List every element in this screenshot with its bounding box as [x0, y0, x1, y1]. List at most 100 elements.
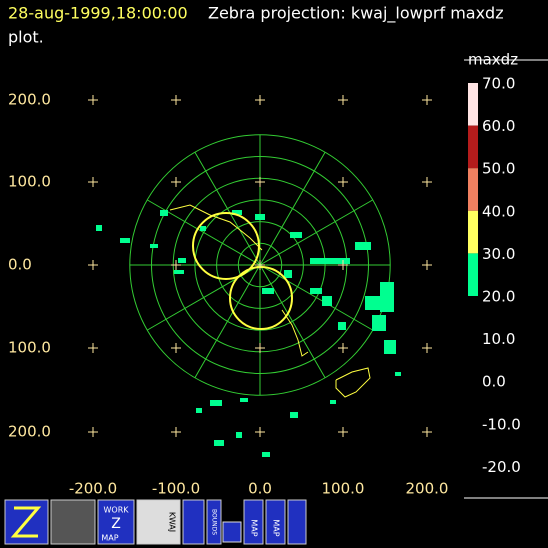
- icon-text: MAP: [272, 519, 281, 536]
- title-cont: plot.: [8, 28, 44, 47]
- echo: [310, 288, 322, 294]
- x-label: -100.0: [152, 480, 200, 498]
- grid-cross: [338, 343, 348, 353]
- toolbar: WORK Z MAP KWAJ BOUNDS MAP MAP: [4, 499, 307, 545]
- icon-text: MAP: [101, 534, 118, 543]
- echo: [210, 400, 222, 406]
- grid-cross: [171, 95, 181, 105]
- colorbar-segment: [468, 125, 478, 169]
- echo: [174, 270, 184, 274]
- echo: [236, 432, 242, 438]
- echo: [160, 210, 168, 216]
- grid-cross: [171, 427, 181, 437]
- colorbar-title: maxdz: [468, 51, 518, 69]
- echo: [200, 226, 206, 231]
- x-label: -200.0: [69, 480, 117, 498]
- grid-cross: [338, 177, 348, 187]
- y-label: 0.0: [8, 256, 32, 274]
- grid-cross: [255, 260, 265, 270]
- colorbar-label: -10.0: [482, 415, 521, 433]
- echo: [365, 296, 383, 310]
- grid-cross: [422, 427, 432, 437]
- x-label: 100.0: [322, 480, 365, 498]
- icon-text: BOUNDS: [211, 509, 218, 535]
- map-icon[interactable]: [243, 499, 264, 545]
- x-label: 200.0: [406, 480, 449, 498]
- colorbar-segment: [468, 253, 478, 296]
- grid-cross: [171, 177, 181, 187]
- work-map-icon[interactable]: [97, 499, 135, 545]
- grid-cross: [88, 95, 98, 105]
- colorbar-label: 10.0: [482, 330, 515, 348]
- icon-text: WORK: [103, 506, 129, 515]
- grid-cross: [88, 427, 98, 437]
- echo: [384, 340, 396, 354]
- colorbar-segment: [468, 210, 478, 254]
- echo: [284, 270, 292, 278]
- echo: [380, 282, 394, 312]
- grid-cross: [422, 260, 432, 270]
- icon-text: MAP: [250, 519, 259, 536]
- echo: [96, 225, 102, 231]
- grid-cross: [338, 427, 348, 437]
- echo: [290, 412, 298, 418]
- y-label: 200.0: [8, 423, 51, 441]
- rings-icon[interactable]: [182, 499, 205, 545]
- grid-cross: [422, 95, 432, 105]
- bounds-icon[interactable]: [206, 499, 222, 545]
- echo: [262, 452, 270, 457]
- grid-cross: [338, 95, 348, 105]
- colorbar-segment: [468, 83, 478, 126]
- grid-cross: [422, 177, 432, 187]
- y-label: 100.0: [8, 173, 51, 191]
- echo: [178, 258, 186, 263]
- grid-cross: [88, 177, 98, 187]
- grid-cross: [338, 260, 348, 270]
- icon-text: Z: [111, 516, 121, 532]
- kwaj-icon[interactable]: [136, 499, 181, 545]
- title: Zebra projection: kwaj_lowprf maxdz: [208, 4, 504, 24]
- echo: [355, 242, 371, 250]
- echo: [330, 400, 336, 404]
- echo: [240, 398, 248, 402]
- satellite-icon[interactable]: [50, 499, 96, 545]
- echo: [290, 232, 302, 238]
- icon-text: KWAJ: [168, 512, 177, 532]
- colorbar-label: -20.0: [482, 458, 521, 476]
- x-label: 0.0: [248, 480, 272, 498]
- colorbar-label: 70.0: [482, 75, 515, 93]
- colorbar-label: 60.0: [482, 117, 515, 135]
- echo: [214, 440, 224, 446]
- grid-cross: [255, 95, 265, 105]
- y-label: 100.0: [8, 339, 51, 357]
- loop-icon[interactable]: [287, 499, 307, 545]
- range-ring: [129, 134, 391, 396]
- echo: [232, 210, 242, 215]
- colorbar: 70.0 60.0 50.0 40.0 30.0 20.0 10.0 0.0 -10.0 -20.…: [468, 75, 521, 476]
- grid-cross: [171, 343, 181, 353]
- grid-icon[interactable]: [222, 521, 242, 543]
- grid-cross: [422, 343, 432, 353]
- echo: [262, 288, 274, 294]
- grid-cross: [171, 260, 181, 270]
- colorbar-label: 0.0: [482, 373, 506, 391]
- colorbar-label: 20.0: [482, 288, 515, 306]
- echo: [255, 214, 265, 220]
- grid-cross: [255, 177, 265, 187]
- echo: [310, 258, 350, 264]
- echo: [120, 238, 130, 243]
- grid-cross: [88, 260, 98, 270]
- echo: [395, 372, 401, 376]
- grid-cross: [255, 427, 265, 437]
- y-label: 200.0: [8, 91, 51, 109]
- overlays: [169, 204, 371, 398]
- map-icon[interactable]: [265, 499, 286, 545]
- echo: [338, 322, 346, 330]
- colorbar-label: 50.0: [482, 160, 515, 178]
- grid-cross: [88, 343, 98, 353]
- radar-echoes: [96, 210, 401, 457]
- echo: [196, 408, 202, 413]
- timestamp: 28-aug-1999,18:00:00: [8, 4, 188, 23]
